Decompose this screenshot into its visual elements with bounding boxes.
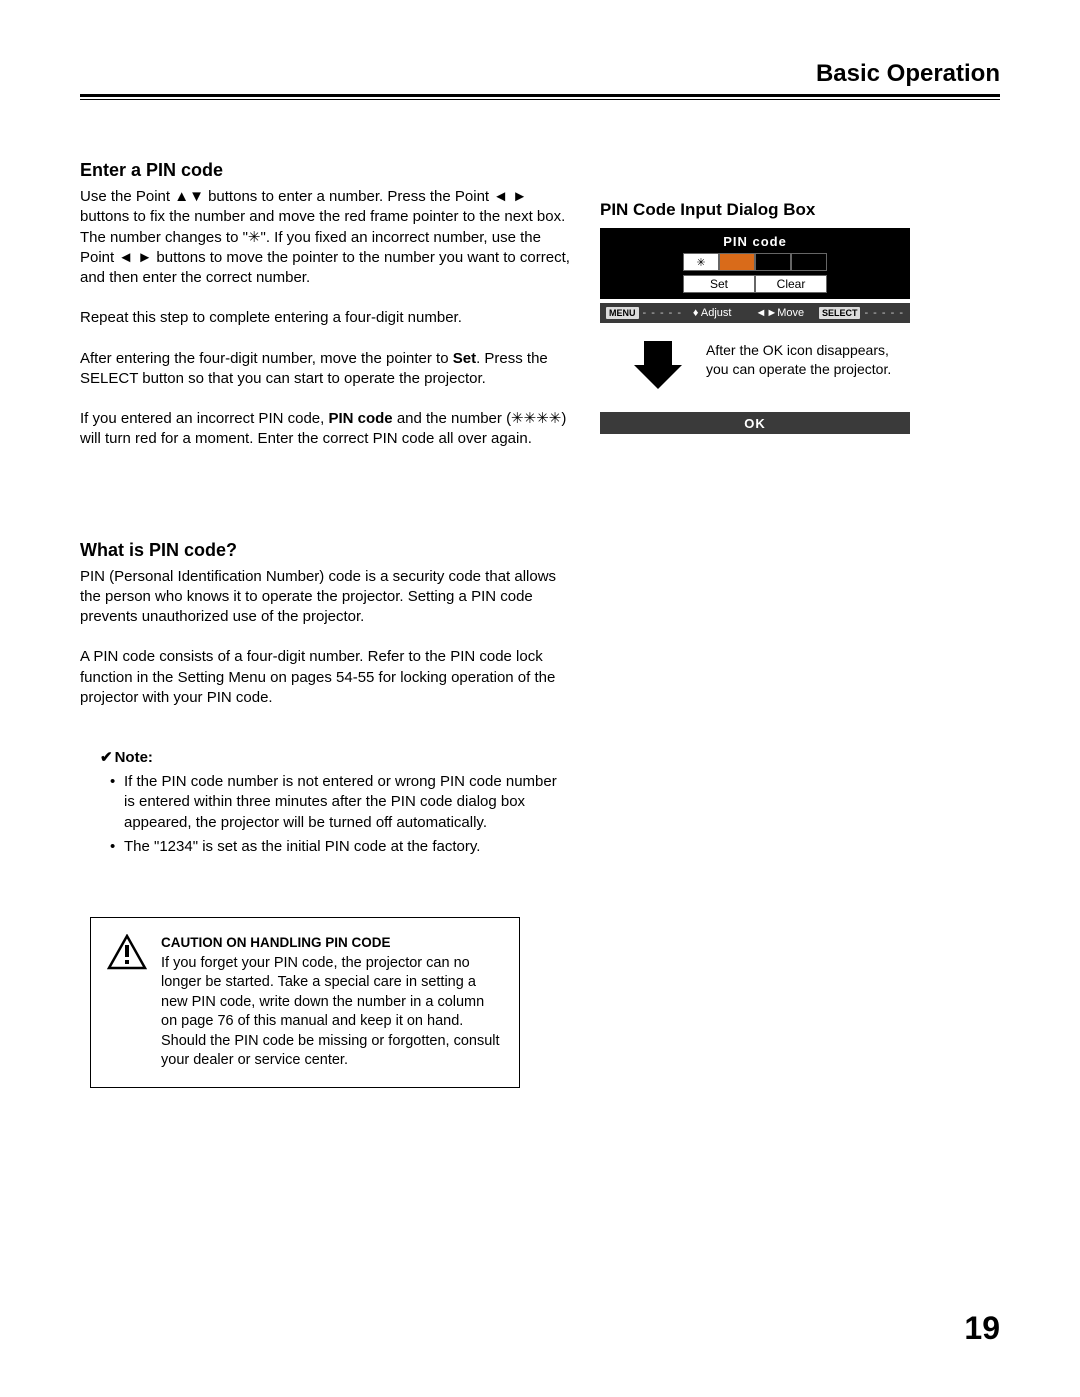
pin-cell-4[interactable] (791, 253, 827, 271)
down-arrow-icon (630, 337, 686, 398)
warning-icon (107, 934, 147, 1071)
move-label: ◄►Move (755, 307, 804, 319)
section-what-is-pin-title: What is PIN code? (80, 540, 570, 561)
set-button[interactable]: Set (683, 275, 755, 293)
clear-button[interactable]: Clear (755, 275, 827, 293)
what-is-pin-para2: A PIN code consists of a four-digit numb… (80, 647, 570, 708)
dialog-caption: After the OK icon disappears, you can op… (706, 337, 896, 379)
pin-button-row: Set Clear (600, 275, 910, 293)
select-badge: SELECT (819, 307, 861, 319)
caution-text: CAUTION ON HANDLING PIN CODE If you forg… (161, 934, 501, 1071)
note-item-2: The "1234" is set as the initial PIN cod… (114, 837, 570, 857)
adjust-label: ♦ Adjust (693, 307, 732, 319)
ok-bar: OK (600, 412, 910, 434)
note-block: Note: If the PIN code number is not ente… (80, 748, 570, 857)
caution-box: CAUTION ON HANDLING PIN CODE If you forg… (90, 917, 520, 1088)
pin-code-label: PIN code (600, 234, 910, 249)
enter-pin-para1: Use the Point ▲▼ buttons to enter a numb… (80, 187, 570, 288)
menu-badge: MENU (606, 307, 639, 319)
note-title: Note: (100, 748, 570, 766)
header-rule-thick (80, 94, 1000, 97)
pin-cell-3[interactable] (755, 253, 791, 271)
pin-dialog-top: PIN code ✳ Set Clear (600, 228, 910, 299)
dialog-nav-strip: MENU - - - - - ♦ Adjust ◄►Move SELECT - … (600, 303, 910, 323)
enter-pin-para2: Repeat this step to complete entering a … (80, 308, 570, 328)
page-number: 19 (964, 1310, 1000, 1347)
enter-pin-para3: After entering the four-digit number, mo… (80, 349, 570, 390)
note-item-1: If the PIN code number is not entered or… (114, 772, 570, 833)
header-rule-thin (80, 99, 1000, 100)
left-column: Enter a PIN code Use the Point ▲▼ button… (80, 160, 570, 1088)
strip-dashes-left: - - - - - (643, 307, 683, 319)
pin-dialog-box: PIN code ✳ Set Clear MENU - - - - - (600, 228, 910, 434)
section-enter-pin-title: Enter a PIN code (80, 160, 570, 181)
pin-cell-2[interactable] (719, 253, 755, 271)
what-is-pin-para1: PIN (Personal Identification Number) cod… (80, 567, 570, 628)
pin-input-row: ✳ (600, 253, 910, 271)
dialog-box-title: PIN Code Input Dialog Box (600, 200, 1000, 220)
enter-pin-para4: If you entered an incorrect PIN code, PI… (80, 409, 570, 450)
arrow-caption-block: After the OK icon disappears, you can op… (600, 327, 910, 408)
strip-dashes-right: - - - - - (864, 307, 904, 319)
pin-cell-1[interactable]: ✳ (683, 253, 719, 271)
right-column: PIN Code Input Dialog Box PIN code ✳ Set… (600, 160, 1000, 1088)
page-header-title: Basic Operation (80, 60, 1000, 94)
